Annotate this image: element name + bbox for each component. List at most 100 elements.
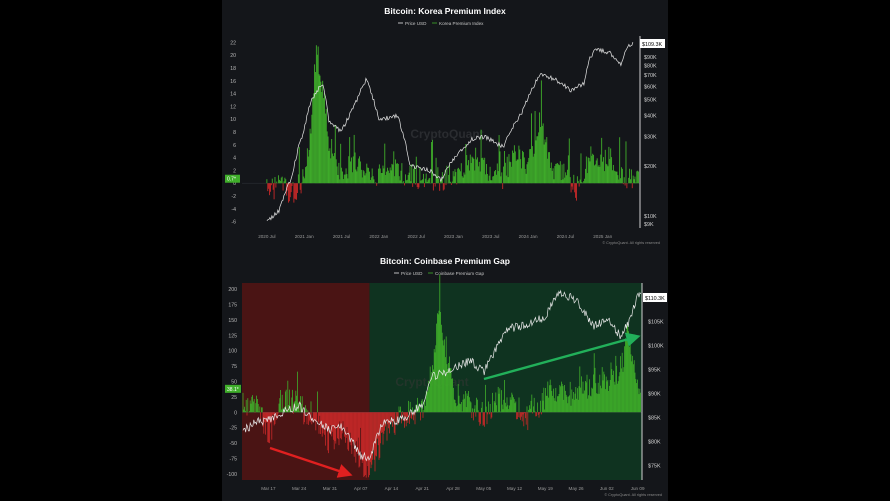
y2-tick-label: $20K: [644, 164, 657, 170]
watermark: CryptoQuant: [410, 127, 483, 141]
x-tick-label: 2021 Jan: [295, 234, 314, 239]
x-tick-label: May 12: [507, 486, 523, 491]
legend-price-label: Price USD: [401, 271, 423, 276]
x-tick-label: Mar 24: [292, 486, 307, 491]
x-tick-label: 2024 Jan: [519, 234, 538, 239]
price-badge: [640, 39, 665, 48]
y-tick-label: 16: [230, 79, 236, 85]
y-tick-label: 25: [231, 395, 237, 401]
shaded-region-1: [369, 283, 642, 480]
credit-label: © CryptoQuant. All rights reserved: [602, 241, 660, 245]
x-tick-label: 2022 Jul: [407, 234, 424, 239]
legend-price-label: Price USD: [405, 21, 427, 26]
x-tick-label: Jun 02: [600, 486, 614, 491]
chart-title: Bitcoin: Coinbase Premium Gap: [380, 256, 510, 266]
x-tick-label: Apr 21: [415, 486, 429, 491]
index-badge-label: 0.7*: [227, 177, 236, 183]
y-tick-label: -4: [231, 207, 236, 213]
y2-tick-label: $9K: [644, 222, 654, 228]
price-line: [266, 41, 634, 222]
price-badge-label: $110.3K: [645, 296, 665, 302]
y-tick-label: 20: [230, 53, 236, 59]
y-tick-label: -50: [230, 441, 238, 447]
x-tick-label: Mar 17: [261, 486, 276, 491]
x-tick-label: 2025 Jan: [593, 234, 612, 239]
y-tick-label: 18: [230, 66, 236, 72]
x-tick-label: May 19: [538, 486, 554, 491]
y2-tick-label: $75K: [648, 464, 661, 470]
legend-index-label: Korea Premium Index: [439, 21, 484, 26]
price-line: [242, 289, 642, 462]
price-badge-label: $109.3K: [642, 42, 662, 48]
x-tick-label: 2023 Jan: [444, 234, 463, 239]
x-tick-label: Mar 31: [323, 486, 338, 491]
price-badge: [643, 293, 667, 302]
x-tick-label: Jun 09: [631, 486, 645, 491]
y2-tick-label: $60K: [644, 84, 657, 90]
y2-tick-label: $85K: [648, 416, 661, 422]
green-up-arrow: [483, 332, 641, 381]
credit-label: © CryptoQuant. All rights reserved: [604, 493, 662, 497]
x-tick-label: Apr 28: [446, 486, 460, 491]
y-tick-label: 2: [233, 168, 236, 174]
x-tick-label: 2020 Jul: [258, 234, 275, 239]
y2-tick-label: $10K: [644, 214, 657, 220]
y-tick-label: 0: [233, 181, 236, 187]
y2-tick-label: $30K: [644, 135, 657, 141]
x-tick-label: Apr 14: [385, 486, 399, 491]
y2-tick-label: $105K: [648, 319, 664, 325]
chart-legend: Price USD Korea Premium Index: [398, 21, 484, 26]
y-tick-label: 125: [228, 333, 237, 339]
gap-badge: [225, 384, 241, 393]
x-tick-label: 2021 Jul: [333, 234, 350, 239]
y-tick-label: 12: [230, 104, 236, 110]
coinbase-gap-series: [242, 274, 642, 478]
x-tick-label: May 05: [476, 486, 492, 491]
korea-premium-series: [266, 45, 640, 203]
y2-tick-label: $70K: [644, 73, 657, 79]
gap-badge-label: 38.1*: [227, 387, 239, 393]
coinbase-premium-panel: Bitcoin: Coinbase Premium Gap Price USD Co…: [222, 250, 668, 501]
y-tick-label: 100: [228, 349, 237, 355]
korea-premium-chart: Bitcoin: Korea Premium Index Price USD Kor…: [225, 6, 665, 245]
y-tick-label: 0: [234, 410, 237, 416]
y-tick-label: 8: [233, 130, 236, 136]
chart-legend: Price USD Coinbase Premium Gap: [394, 271, 484, 276]
coinbase-premium-chart: Bitcoin: Coinbase Premium Gap Price USD Co…: [225, 256, 667, 497]
y-tick-label: 150: [228, 318, 237, 324]
x-tick-label: Apr 07: [354, 486, 368, 491]
y-tick-label: 50: [231, 380, 237, 386]
y2-tick-label: $90K: [648, 392, 661, 398]
x-tick-label: 2023 Jul: [482, 234, 499, 239]
y2-tick-label: $80K: [648, 440, 661, 446]
y-tick-label: 75: [231, 364, 237, 370]
y-tick-label: 6: [233, 143, 236, 149]
legend-gap-label: Coinbase Premium Gap: [435, 271, 484, 276]
y2-tick-label: $80K: [644, 63, 657, 69]
y-tick-label: -25: [230, 426, 238, 432]
shaded-region-0: [242, 283, 370, 480]
y-tick-label: -100: [227, 472, 237, 478]
korea-premium-panel: Bitcoin: Korea Premium Index Price USD Kor…: [222, 0, 668, 250]
x-tick-label: 2022 Jan: [369, 234, 388, 239]
y-tick-label: 4: [233, 156, 236, 162]
y2-tick-label: $40K: [644, 114, 657, 120]
y-tick-label: -6: [231, 220, 236, 226]
red-down-arrow: [269, 446, 353, 478]
y-tick-label: 200: [228, 287, 237, 293]
y2-tick-label: $95K: [648, 367, 661, 373]
y2-tick-label: $50K: [644, 97, 657, 103]
x-tick-label: May 26: [569, 486, 585, 491]
y2-tick-label: $100K: [648, 343, 664, 349]
x-tick-label: 2024 Jul: [557, 234, 574, 239]
y2-tick-label: $90K: [644, 55, 657, 61]
index-badge: [225, 174, 240, 183]
y-tick-label: 14: [230, 92, 236, 98]
y-tick-label: -2: [231, 194, 236, 200]
y-tick-label: -75: [230, 456, 238, 462]
y-tick-label: 10: [230, 117, 236, 123]
y-tick-label: 22: [230, 40, 236, 46]
y-tick-label: 175: [228, 303, 237, 309]
chart-title: Bitcoin: Korea Premium Index: [384, 6, 506, 16]
